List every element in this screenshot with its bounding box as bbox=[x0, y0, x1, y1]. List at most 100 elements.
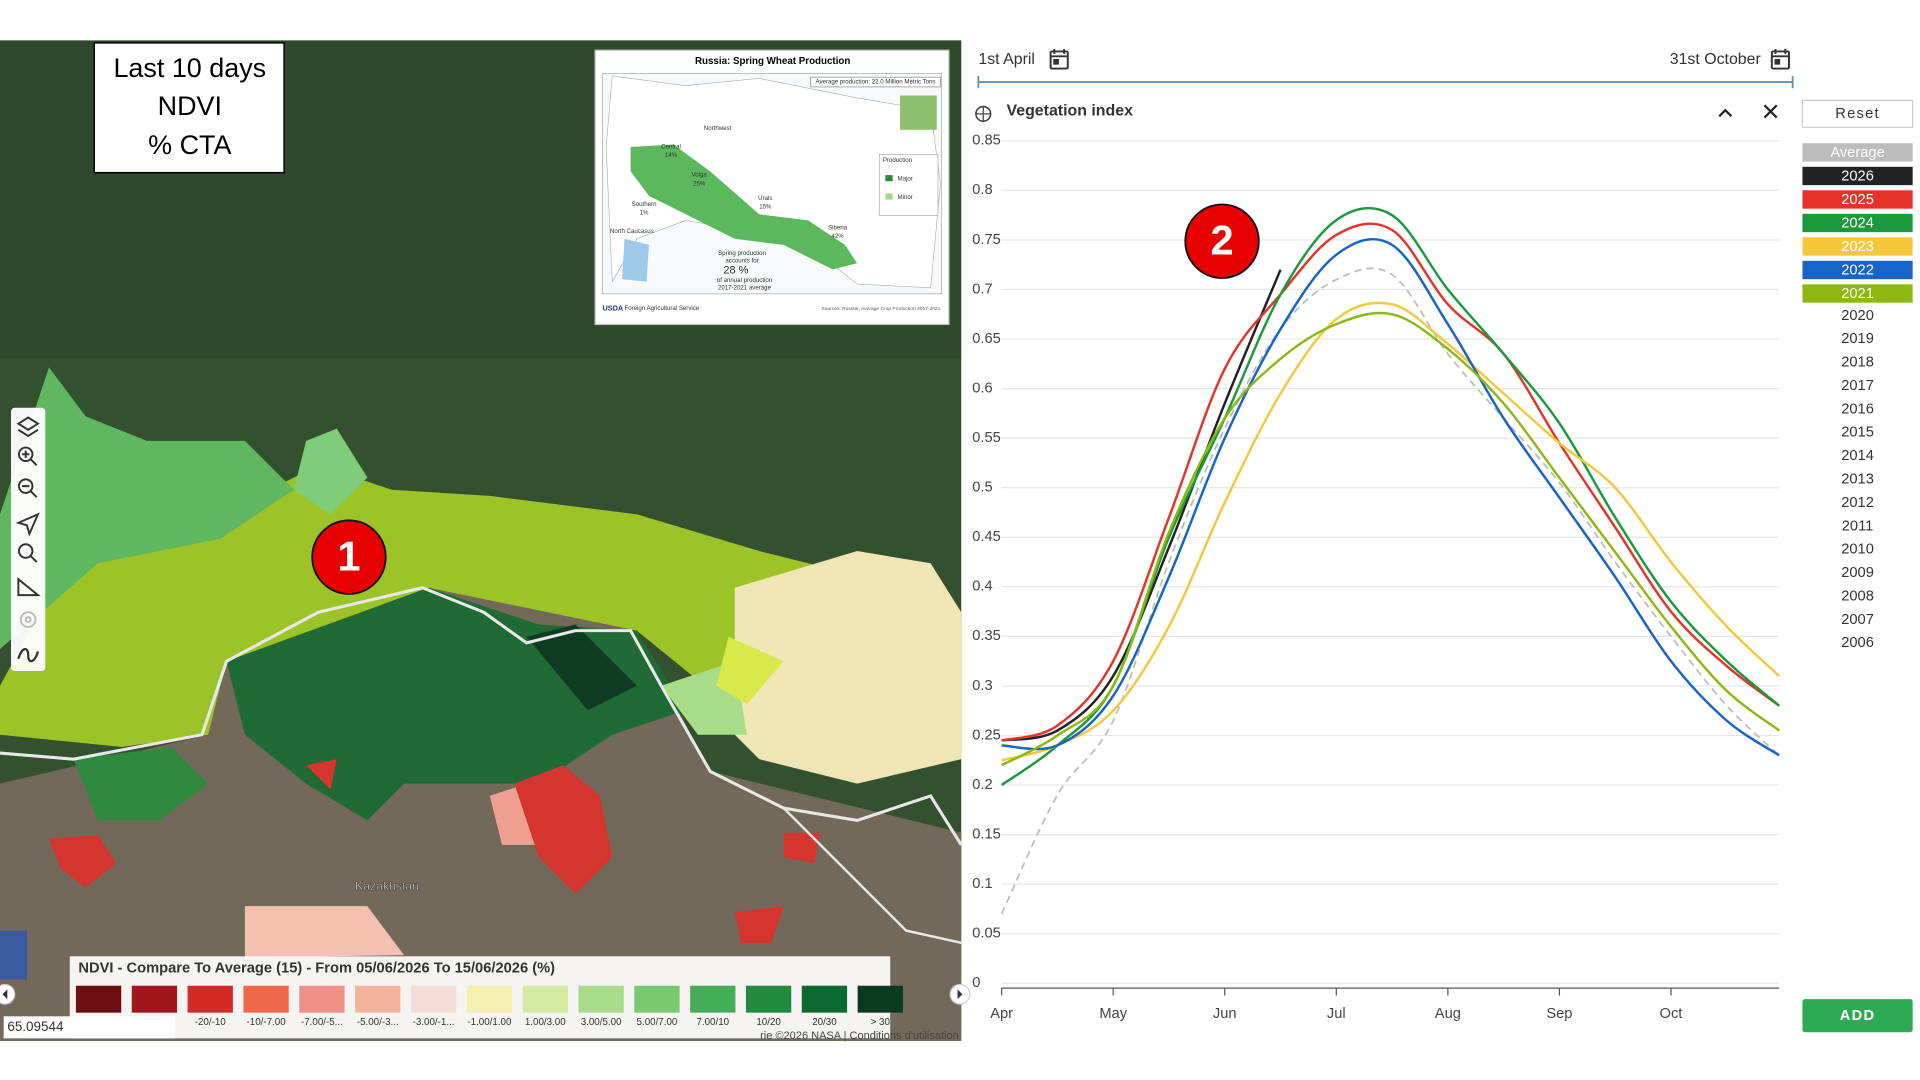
legend-label-inactive[interactable]: 2014 bbox=[1841, 448, 1874, 464]
inset-share: 1% bbox=[640, 210, 649, 217]
legend-swatch bbox=[522, 985, 568, 1013]
legend-label[interactable]: 2025 bbox=[1841, 192, 1874, 208]
y-tick-label: 0.85 bbox=[972, 133, 1001, 149]
inset-legend bbox=[878, 154, 939, 216]
scroll-left[interactable] bbox=[0, 983, 16, 1005]
legend-label-inactive[interactable]: 2019 bbox=[1841, 331, 1874, 347]
legend: Average 2026 2025 2024 2023 2022 2021 2020 2019 2… bbox=[1802, 143, 1913, 651]
legend-label-inactive[interactable]: 2011 bbox=[1842, 518, 1874, 534]
region-red bbox=[306, 759, 337, 790]
collapse-button[interactable] bbox=[1718, 108, 1733, 118]
x-tick-label: Jun bbox=[1213, 1006, 1237, 1022]
badge bbox=[311, 519, 387, 595]
legend-label-inactive[interactable]: 2013 bbox=[1841, 472, 1874, 488]
legend-label-inactive[interactable]: 2015 bbox=[1841, 425, 1874, 441]
inset-map: Russia: Spring Wheat Production Average … bbox=[594, 49, 950, 326]
y-tick-label: 0.25 bbox=[972, 727, 1001, 743]
tool-layers[interactable] bbox=[16, 416, 40, 438]
tool-zoom-out[interactable] bbox=[18, 478, 38, 498]
legend-label[interactable]: 2022 bbox=[1841, 262, 1874, 278]
legend-class-label: -7.00/-5... bbox=[301, 1017, 343, 1028]
series-line bbox=[1001, 269, 1282, 742]
border bbox=[782, 807, 962, 945]
caption-line: NDVI bbox=[158, 91, 222, 121]
legend-swatch bbox=[634, 985, 680, 1013]
legend-label[interactable]: Average bbox=[1830, 145, 1884, 161]
region-green bbox=[0, 367, 294, 649]
legend-swatch bbox=[187, 985, 233, 1013]
inset-share: 25% bbox=[693, 180, 706, 187]
reset-label[interactable]: Reset bbox=[1835, 106, 1880, 122]
legend-label[interactable]: 2021 bbox=[1841, 286, 1874, 302]
y-tick-label: 0.75 bbox=[972, 232, 1001, 248]
legend-swatch bbox=[466, 985, 513, 1013]
inset-share: 42% bbox=[831, 233, 844, 240]
inset-region: Central bbox=[661, 144, 681, 151]
caption-line: Last 10 days bbox=[113, 53, 266, 83]
legend-label[interactable]: 2023 bbox=[1841, 239, 1874, 255]
legend-label-inactive[interactable]: 2018 bbox=[1841, 355, 1874, 371]
add-label[interactable]: ADD bbox=[1840, 1008, 1876, 1024]
toolbar-bg bbox=[11, 407, 46, 672]
legend-label-inactive[interactable]: 2006 bbox=[1841, 635, 1874, 651]
y-tick-label: 0.35 bbox=[972, 628, 1001, 644]
attribution: rie ©2026 NASA | Conditions d'utilisatio… bbox=[760, 1030, 959, 1042]
inset-region: Volga bbox=[692, 172, 708, 179]
tool-measure[interactable] bbox=[17, 577, 41, 597]
y-tick-label: 0.55 bbox=[972, 430, 1001, 446]
chart-panel: 1st April 31st October Vegetation index … bbox=[972, 48, 1914, 1033]
legend-label-inactive[interactable]: 2007 bbox=[1841, 612, 1874, 628]
x-tick-label: Apr bbox=[990, 1006, 1013, 1022]
legend-button[interactable] bbox=[1802, 284, 1913, 303]
legend-label-inactive[interactable]: 2012 bbox=[1841, 495, 1874, 511]
close-button[interactable] bbox=[1763, 104, 1778, 119]
map-toolbar bbox=[11, 407, 46, 672]
legend-class-label: 5.00/7.00 bbox=[637, 1017, 678, 1028]
legend-label-inactive[interactable]: 2008 bbox=[1841, 588, 1874, 604]
legend-class-label: 10/20 bbox=[756, 1017, 781, 1028]
legend-swatch bbox=[131, 985, 178, 1013]
inset-average: Average production: 22.0 Million Metric … bbox=[816, 79, 936, 86]
legend-label-inactive[interactable]: 2020 bbox=[1841, 308, 1874, 324]
inset-average-box bbox=[810, 76, 941, 88]
x-tick-label: May bbox=[1099, 1006, 1127, 1022]
legend-label-inactive[interactable]: 2009 bbox=[1841, 565, 1874, 581]
inset-legend-item: Major bbox=[898, 175, 913, 182]
legend-button[interactable] bbox=[1802, 143, 1913, 162]
y-tick-label: 0.3 bbox=[972, 678, 992, 694]
region-yellow bbox=[716, 636, 784, 705]
tool-search[interactable] bbox=[18, 543, 38, 563]
legend-swatch bbox=[299, 985, 345, 1013]
legend-class-label: -20/-10 bbox=[195, 1017, 227, 1028]
legend-button[interactable] bbox=[1802, 213, 1913, 233]
legend-button[interactable] bbox=[1802, 237, 1913, 256]
inset-note: accounts for bbox=[725, 257, 758, 264]
legend-class-label: > 30 bbox=[871, 1017, 891, 1028]
legend-class-label: 3.00/5.00 bbox=[581, 1017, 622, 1028]
reset-button[interactable] bbox=[1801, 99, 1914, 128]
legend-swatch bbox=[243, 985, 289, 1013]
legend-class-label: -1.00/1.00 bbox=[467, 1017, 512, 1028]
tool-target[interactable] bbox=[19, 611, 37, 628]
tool-locate[interactable] bbox=[15, 512, 40, 537]
legend-label-inactive[interactable]: 2017 bbox=[1841, 378, 1874, 394]
legend-label-inactive[interactable]: 2010 bbox=[1841, 542, 1874, 558]
tool-zoom-in[interactable] bbox=[18, 446, 38, 466]
legend-label[interactable]: 2026 bbox=[1841, 168, 1874, 184]
date-start[interactable]: 1st April bbox=[978, 51, 1035, 68]
legend-label-inactive[interactable]: 2016 bbox=[1841, 401, 1874, 417]
series-line bbox=[1001, 301, 1781, 762]
badge bbox=[1184, 203, 1260, 279]
date-end[interactable]: 31st October bbox=[1670, 51, 1762, 68]
x-tick-label: Sep bbox=[1546, 1006, 1572, 1022]
add-button[interactable] bbox=[1802, 999, 1913, 1033]
calendar-icon[interactable] bbox=[1049, 48, 1069, 70]
legend-class-label: -10/-7.00 bbox=[247, 1017, 287, 1028]
legend-button[interactable] bbox=[1802, 190, 1913, 209]
legend-button[interactable] bbox=[1802, 166, 1913, 186]
tool-draw[interactable] bbox=[17, 648, 40, 663]
calendar-icon[interactable] bbox=[1770, 48, 1790, 70]
y-tick-label: 0.05 bbox=[972, 926, 1001, 942]
legend-button[interactable] bbox=[1802, 260, 1913, 280]
legend-label[interactable]: 2024 bbox=[1841, 215, 1874, 231]
